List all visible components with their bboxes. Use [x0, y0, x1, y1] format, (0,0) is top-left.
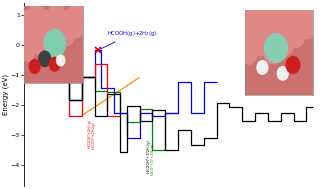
Y-axis label: Energy (eV): Energy (eV): [3, 74, 9, 115]
Text: HCOOH(g)+2H$_2$(g): HCOOH(g)+2H$_2$(g): [100, 29, 158, 49]
Text: H₃CO*+O*+2H₂(g): H₃CO*+O*+2H₂(g): [151, 143, 155, 175]
Text: HCOOH*+2H₂(g): HCOOH*+2H₂(g): [88, 119, 91, 148]
Text: H₂COOH*+3/2H₂(g): H₂COOH*+3/2H₂(g): [147, 140, 151, 174]
Text: H₂COO*+2H₂(g): H₂COO*+2H₂(g): [91, 122, 95, 149]
